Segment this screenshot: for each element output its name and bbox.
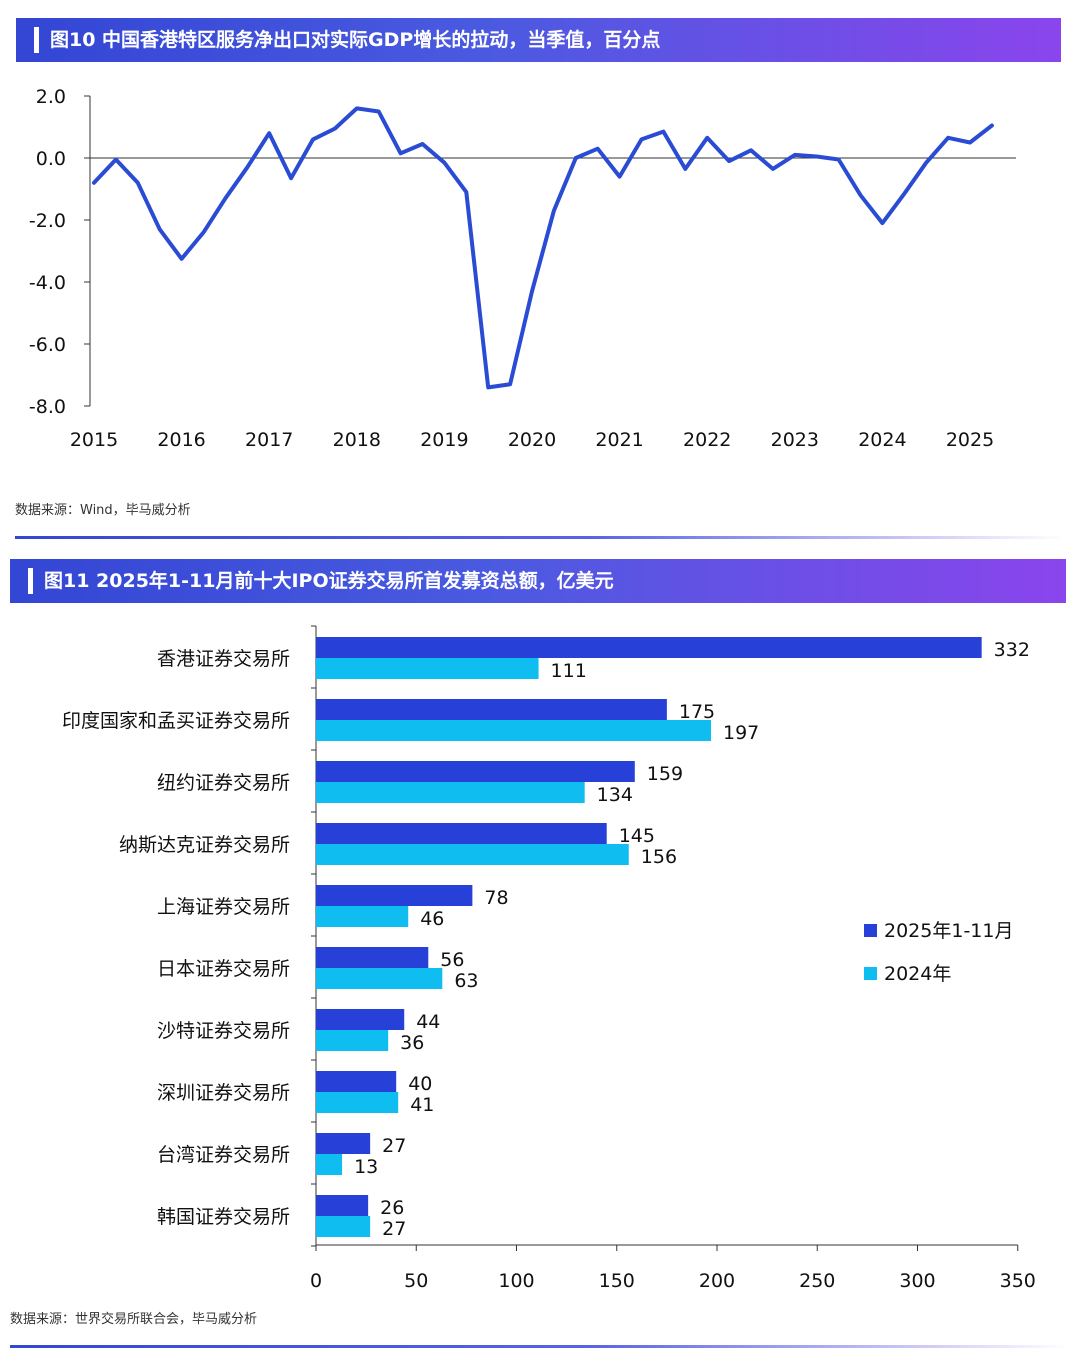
bar-2024 xyxy=(316,1030,389,1051)
bar-2025 xyxy=(316,1071,397,1092)
x-tick-label: 2021 xyxy=(595,429,643,451)
x-tick-label: 200 xyxy=(699,1270,735,1292)
x-tick-label: 2023 xyxy=(771,429,819,451)
x-tick-label: 350 xyxy=(1000,1270,1036,1292)
x-tick-label: 100 xyxy=(498,1270,534,1292)
x-tick-label: 2019 xyxy=(420,429,468,451)
chart2-title-bar: 图11 2025年1-11月前十大IPO证券交易所首发募资总额，亿美元 xyxy=(10,559,1066,603)
bar-2024 xyxy=(316,1154,343,1175)
category-label: 深圳证券交易所 xyxy=(157,1082,290,1104)
data-label: 40 xyxy=(408,1073,432,1095)
bar-2025 xyxy=(316,1133,371,1154)
bar-2024 xyxy=(316,1216,371,1237)
bar-2024 xyxy=(316,844,629,865)
data-label: 63 xyxy=(454,970,478,992)
x-tick-label: 150 xyxy=(599,1270,635,1292)
x-tick-label: 2025 xyxy=(946,429,994,451)
section-divider xyxy=(10,1345,1070,1348)
category-label: 上海证券交易所 xyxy=(157,896,290,918)
y-tick-label: -4.0 xyxy=(29,272,66,294)
x-tick-label: 2015 xyxy=(70,429,118,451)
bar-2025 xyxy=(316,699,667,720)
y-tick-label: -6.0 xyxy=(29,334,66,356)
chart1-title: 图10 中国香港特区服务净出口对实际GDP增长的拉动，当季值，百分点 xyxy=(50,29,661,51)
category-label: 韩国证券交易所 xyxy=(157,1206,290,1228)
bar-2025 xyxy=(316,947,429,968)
legend-label: 2025年1-11月 xyxy=(884,920,1013,942)
bar-2024 xyxy=(316,968,443,989)
chart1-source: 数据来源：Wind，毕马威分析 xyxy=(15,503,191,518)
x-tick-label: 2017 xyxy=(245,429,293,451)
chart2-source: 数据来源：世界交易所联合会，毕马威分析 xyxy=(10,1312,258,1327)
title-accent-mark xyxy=(34,27,39,53)
y-tick-label: 2.0 xyxy=(36,86,66,108)
data-label: 134 xyxy=(597,784,633,806)
x-tick-label: 2016 xyxy=(157,429,205,451)
bar-2024 xyxy=(316,720,711,741)
category-label: 纽约证券交易所 xyxy=(157,772,290,794)
bar-2025 xyxy=(316,885,473,906)
x-tick-label: 2020 xyxy=(508,429,556,451)
legend-swatch xyxy=(864,967,877,980)
x-tick-label: 50 xyxy=(404,1270,428,1292)
bar-2024 xyxy=(316,906,409,927)
data-label: 46 xyxy=(420,908,444,930)
bar-2024 xyxy=(316,1092,399,1113)
category-label: 沙特证券交易所 xyxy=(157,1020,290,1042)
data-label: 36 xyxy=(400,1032,424,1054)
category-label: 日本证券交易所 xyxy=(157,958,290,980)
bar-2025 xyxy=(316,1195,369,1216)
bar-2025 xyxy=(316,761,635,782)
data-series-line xyxy=(92,106,994,390)
bar-2025 xyxy=(316,1009,405,1030)
data-label: 145 xyxy=(619,825,655,847)
x-tick-label: 300 xyxy=(899,1270,935,1292)
data-label: 332 xyxy=(994,639,1030,661)
x-tick-label: 250 xyxy=(799,1270,835,1292)
category-label: 纳斯达克证券交易所 xyxy=(119,834,290,856)
y-tick-label: 0.0 xyxy=(36,148,66,170)
data-label: 44 xyxy=(416,1011,440,1033)
y-tick-label: -8.0 xyxy=(29,396,66,418)
category-label: 台湾证券交易所 xyxy=(157,1144,290,1166)
data-label: 56 xyxy=(440,949,464,971)
data-label: 41 xyxy=(410,1094,434,1116)
data-label: 175 xyxy=(679,701,715,723)
x-tick-label: 0 xyxy=(310,1270,322,1292)
bar-2025 xyxy=(316,637,982,658)
bar-2025 xyxy=(316,823,607,844)
data-label: 159 xyxy=(647,763,683,785)
data-label: 26 xyxy=(380,1197,404,1219)
section-divider xyxy=(15,536,1065,539)
data-label: 27 xyxy=(382,1218,406,1240)
title-accent-mark xyxy=(28,568,33,594)
data-label: 78 xyxy=(484,887,508,909)
x-tick-label: 2024 xyxy=(858,429,906,451)
legend-swatch xyxy=(864,924,877,937)
bar-2024 xyxy=(316,782,585,803)
chart1-title-bar: 图10 中国香港特区服务净出口对实际GDP增长的拉动，当季值，百分点 xyxy=(16,18,1061,62)
category-label: 印度国家和孟买证券交易所 xyxy=(62,710,290,732)
legend-label: 2024年 xyxy=(884,963,951,985)
bar-chart: 0 50 100 150 200 250 300 350 香港证券交易所 332 111 印度国家和孟… xyxy=(62,625,1036,1292)
data-label: 197 xyxy=(723,722,759,744)
chart2-title: 图11 2025年1-11月前十大IPO证券交易所首发募资总额，亿美元 xyxy=(44,570,614,592)
y-tick-label: -2.0 xyxy=(29,210,66,232)
x-tick-label: 2018 xyxy=(333,429,381,451)
data-label: 111 xyxy=(551,660,587,682)
data-label: 13 xyxy=(354,1156,378,1178)
x-tick-label: 2022 xyxy=(683,429,731,451)
data-label: 156 xyxy=(641,846,677,868)
category-label: 香港证券交易所 xyxy=(157,648,290,670)
data-label: 27 xyxy=(382,1135,406,1157)
bar-2024 xyxy=(316,658,539,679)
